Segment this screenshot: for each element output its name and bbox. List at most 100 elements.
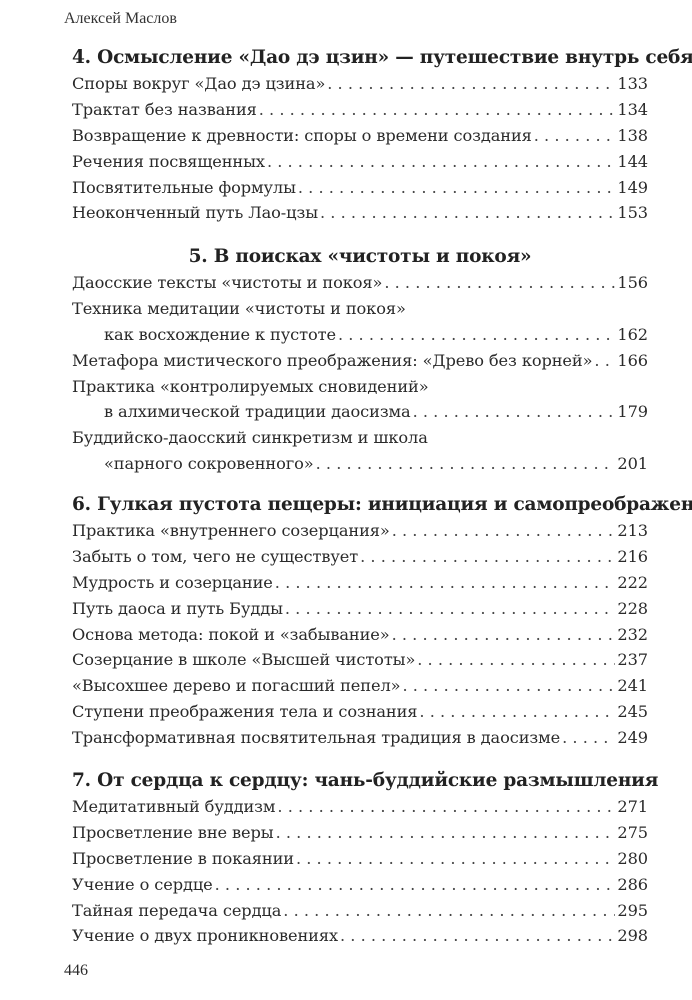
entry-title: Учение о сердце bbox=[72, 874, 213, 894]
dot-leader bbox=[215, 872, 616, 898]
entry-title: Техника медитации «чистоты и покоя» bbox=[72, 298, 406, 318]
toc-section: 4. Осмысление «Дао дэ цзин» — путешестви… bbox=[72, 45, 692, 226]
entry-title: как восхождение к пустоте bbox=[104, 324, 336, 344]
dot-leader bbox=[275, 570, 616, 596]
toc-entry: Ступени преображения тела и сознания 245 bbox=[72, 699, 648, 725]
entry-title: Просветление вне веры bbox=[72, 822, 274, 842]
toc-entry: «парного сокровенного» 201 bbox=[72, 451, 648, 477]
toc-entry: Метафора мистического преображения: «Дре… bbox=[72, 348, 648, 374]
entry-page-number: 249 bbox=[617, 728, 648, 748]
toc-entry: Тайная передача сердца 295 bbox=[72, 898, 648, 924]
toc-entry: Медитативный буддизм 271 bbox=[72, 794, 648, 820]
entry-title: Ступени преображения тела и сознания bbox=[72, 702, 418, 722]
entry-title: Практика «контролируемых сновидений» bbox=[72, 376, 429, 396]
toc-section: 7. От сердца к сердцу: чань-буддийские р… bbox=[72, 768, 659, 949]
entry-title: Метафора мистического преображения: «Дре… bbox=[72, 350, 593, 370]
entry-page-number: 241 bbox=[617, 676, 648, 696]
entry-title: Основа метода: покой и «забывание» bbox=[72, 624, 390, 644]
toc-entry: Мудрость и созерцание 222 bbox=[72, 570, 648, 596]
running-head-author: Алексей Маслов bbox=[64, 10, 177, 27]
entry-page-number: 179 bbox=[617, 402, 648, 422]
dot-leader bbox=[298, 175, 616, 201]
toc-section: 5. В поисках «чистоты и покоя» Даосские т… bbox=[72, 244, 648, 477]
toc-entry: Учение о сердце 286 bbox=[72, 872, 648, 898]
entry-page-number: 222 bbox=[617, 572, 648, 592]
entry-page-number: 166 bbox=[617, 350, 648, 370]
entry-page-number: 138 bbox=[617, 125, 648, 145]
toc-entry: Просветление в покаянии 280 bbox=[72, 846, 648, 872]
entry-title: Забыть о том, чего не существует bbox=[72, 546, 359, 566]
entry-page-number: 237 bbox=[617, 650, 648, 670]
entry-title: Путь даоса и путь Будды bbox=[72, 598, 283, 618]
toc-entry: Споры вокруг «Дао дэ цзина» 133 bbox=[72, 71, 648, 97]
dot-leader bbox=[277, 794, 615, 820]
entry-title: Практика «внутреннего созерцания» bbox=[72, 521, 390, 540]
dot-leader bbox=[320, 200, 615, 226]
dot-leader bbox=[419, 699, 615, 725]
toc-entry: Практика «внутреннего созерцания» 213 bbox=[72, 518, 648, 544]
entry-page-number: 286 bbox=[617, 874, 648, 894]
entry-page-number: 134 bbox=[617, 99, 648, 119]
entry-page-number: 298 bbox=[617, 926, 648, 946]
chapter-title: 5. В поисках «чистоты и покоя» bbox=[188, 246, 532, 267]
dot-leader bbox=[267, 149, 615, 175]
dot-leader bbox=[562, 725, 615, 751]
toc-entry: Буддийско-даосский синкретизм и школа bbox=[72, 425, 648, 451]
toc-entry: Посвятительные формулы 149 bbox=[72, 175, 648, 201]
toc-entry: Практика «контролируемых сновидений» bbox=[72, 374, 648, 400]
entry-title: Просветление в покаянии bbox=[72, 848, 294, 868]
toc-entry: Речения посвященных 144 bbox=[72, 149, 648, 175]
chapter-title: 6. Гулкая пустота пещеры: инициация и са… bbox=[72, 494, 692, 515]
dot-leader bbox=[402, 673, 615, 699]
entry-page-number: 295 bbox=[617, 900, 648, 920]
entry-title: «Высохшее дерево и погасший пепел» bbox=[72, 676, 401, 696]
entry-page-number: 213 bbox=[617, 521, 648, 540]
toc-entry: Учение о двух проникновениях 298 bbox=[72, 923, 648, 949]
entry-page-number: 275 bbox=[617, 822, 648, 842]
entry-title: Медитативный буддизм bbox=[72, 797, 276, 816]
entry-title: Мудрость и созерцание bbox=[72, 572, 273, 592]
toc-entry: Основа метода: покой и «забывание» 232 bbox=[72, 622, 648, 648]
chapter-title: 7. От сердца к сердцу: чань-буддийские р… bbox=[72, 770, 659, 791]
entry-title: Даосские тексты «чистоты и покоя» bbox=[72, 273, 383, 292]
dot-leader bbox=[594, 348, 615, 374]
dot-leader bbox=[384, 270, 615, 296]
entry-title: Неоконченный путь Лао-цзы bbox=[72, 203, 318, 223]
chapter-title: 4. Осмысление «Дао дэ цзин» — путешестви… bbox=[72, 47, 692, 68]
toc-entry: Техника медитации «чистоты и покоя» bbox=[72, 296, 648, 322]
toc-entry: «Высохшее дерево и погасший пепел» 241 bbox=[72, 673, 648, 699]
entry-title: Посвятительные формулы bbox=[72, 177, 296, 197]
toc-entry: в алхимической традиции даосизма 179 bbox=[72, 399, 648, 425]
toc-entry: как восхождение к пустоте 162 bbox=[72, 322, 648, 348]
entry-title: Трактат без названия bbox=[72, 99, 257, 119]
toc-entry: Забыть о том, чего не существует 216 bbox=[72, 544, 648, 570]
entry-page-number: 133 bbox=[617, 74, 648, 93]
toc-entry: Путь даоса и путь Будды 228 bbox=[72, 596, 648, 622]
entry-title: в алхимической традиции даосизма bbox=[104, 402, 411, 422]
dot-leader bbox=[327, 71, 615, 97]
toc-entry: Просветление вне веры 275 bbox=[72, 820, 648, 846]
dot-leader bbox=[392, 622, 616, 648]
entry-title: Тайная передача сердца bbox=[72, 900, 282, 920]
dot-leader bbox=[276, 820, 616, 846]
toc-section: 6. Гулкая пустота пещеры: инициация и са… bbox=[72, 492, 692, 751]
toc-entry: Трансформативная посвятительная традиция… bbox=[72, 725, 648, 751]
entry-page-number: 216 bbox=[617, 546, 648, 566]
entry-page-number: 232 bbox=[617, 624, 648, 644]
entry-title: Буддийско-даосский синкретизм и школа bbox=[72, 428, 428, 448]
entry-page-number: 153 bbox=[617, 203, 648, 223]
entry-title: «парного сокровенного» bbox=[104, 454, 314, 474]
entry-page-number: 280 bbox=[617, 848, 648, 868]
toc-entry: Трактат без названия 134 bbox=[72, 97, 648, 123]
dot-leader bbox=[417, 647, 615, 673]
entry-title: Трансформативная посвятительная традиция… bbox=[72, 728, 561, 748]
dot-leader bbox=[392, 518, 616, 544]
dot-leader bbox=[534, 123, 616, 149]
entry-page-number: 156 bbox=[617, 273, 648, 292]
dot-leader bbox=[283, 898, 615, 924]
entry-page-number: 162 bbox=[617, 324, 648, 344]
entry-title: Учение о двух проникновениях bbox=[72, 926, 338, 946]
dot-leader bbox=[316, 451, 616, 477]
entry-title: Речения посвященных bbox=[72, 151, 265, 171]
dot-leader bbox=[360, 544, 615, 570]
